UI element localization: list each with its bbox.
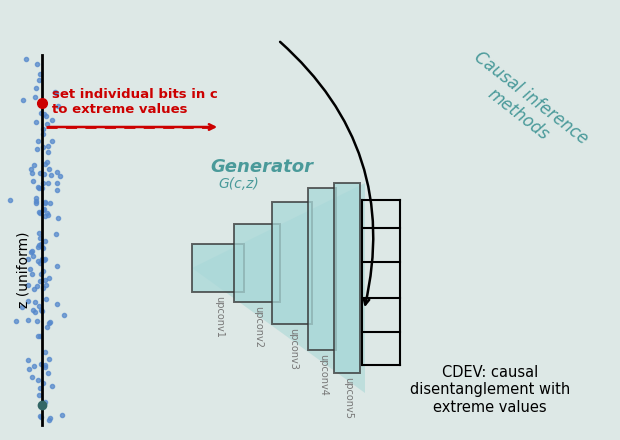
Bar	[192, 244, 244, 292]
Point	[32, 197, 42, 204]
Point	[30, 93, 40, 100]
Point	[35, 170, 45, 177]
Point	[24, 366, 34, 373]
Point	[53, 102, 63, 109]
Point	[42, 209, 51, 216]
Point	[38, 380, 48, 387]
Point	[28, 253, 38, 260]
Text: upconv2: upconv2	[253, 306, 263, 348]
Point	[24, 316, 33, 323]
Point	[41, 282, 51, 289]
Point	[59, 311, 69, 318]
Point	[26, 248, 36, 255]
Text: upconv5: upconv5	[343, 377, 353, 419]
Point	[27, 271, 37, 278]
Point	[33, 138, 43, 145]
Point	[28, 306, 38, 313]
Point	[44, 165, 54, 172]
Point	[41, 112, 51, 119]
Text: z (uniform): z (uniform)	[17, 232, 31, 308]
Point	[38, 244, 48, 251]
Point	[32, 60, 42, 67]
Point	[47, 383, 57, 390]
Point	[33, 209, 43, 216]
Point	[33, 257, 43, 264]
Point	[30, 298, 40, 305]
Point	[43, 274, 53, 281]
Point	[45, 414, 55, 421]
Point	[37, 240, 46, 247]
Bar	[334, 183, 360, 373]
Point	[26, 165, 36, 172]
Point	[32, 194, 42, 202]
Text: upconv4: upconv4	[318, 354, 328, 396]
Point	[40, 364, 50, 371]
Point	[23, 356, 33, 363]
Point	[35, 260, 45, 267]
Text: upconv3: upconv3	[288, 328, 298, 370]
Point	[23, 297, 33, 304]
Point	[21, 55, 31, 62]
Point	[38, 143, 48, 150]
Point	[27, 248, 37, 255]
Point	[36, 306, 46, 313]
Point	[34, 76, 44, 83]
Point	[42, 323, 52, 330]
Point	[46, 172, 56, 179]
Point	[43, 180, 53, 187]
Point	[40, 398, 50, 405]
Point	[38, 284, 48, 291]
Point	[27, 373, 37, 380]
Text: set individual bits in c
to extreme values: set individual bits in c to extreme valu…	[52, 88, 218, 116]
Point	[51, 263, 61, 270]
Point	[23, 282, 33, 289]
Point	[32, 146, 42, 153]
Point	[34, 391, 44, 398]
Point	[34, 230, 44, 237]
Point	[36, 361, 46, 368]
Point	[40, 213, 50, 220]
Point	[18, 96, 28, 103]
Point	[47, 137, 57, 144]
Point	[39, 171, 49, 178]
Point	[35, 384, 45, 391]
Point	[29, 178, 38, 185]
Point	[39, 110, 49, 117]
Point	[36, 271, 46, 278]
Point	[43, 370, 53, 377]
Point	[37, 184, 47, 191]
Text: Generator: Generator	[210, 158, 313, 176]
Point	[42, 159, 52, 166]
Point	[51, 89, 61, 96]
Point	[43, 211, 53, 218]
Point	[35, 234, 45, 241]
Point	[51, 230, 61, 237]
Point	[56, 411, 66, 418]
Bar	[272, 202, 312, 324]
Point	[37, 308, 46, 315]
Point	[32, 317, 42, 324]
Bar	[308, 188, 336, 350]
Point	[25, 265, 35, 272]
Point	[40, 161, 50, 168]
Point	[38, 206, 48, 213]
Point	[35, 413, 45, 420]
Point	[38, 268, 48, 275]
Point	[32, 283, 42, 290]
Text: upconv1: upconv1	[214, 296, 224, 338]
Point	[35, 70, 45, 77]
Point	[33, 244, 43, 251]
Point	[29, 363, 39, 370]
Point	[27, 170, 37, 177]
Point	[24, 256, 33, 263]
Point	[17, 304, 27, 311]
Point	[30, 308, 40, 315]
Point	[45, 318, 55, 325]
Point	[33, 333, 43, 340]
Point	[34, 302, 44, 309]
Point	[41, 295, 51, 302]
Point	[44, 417, 54, 424]
Point	[35, 413, 45, 420]
Point	[45, 199, 55, 206]
